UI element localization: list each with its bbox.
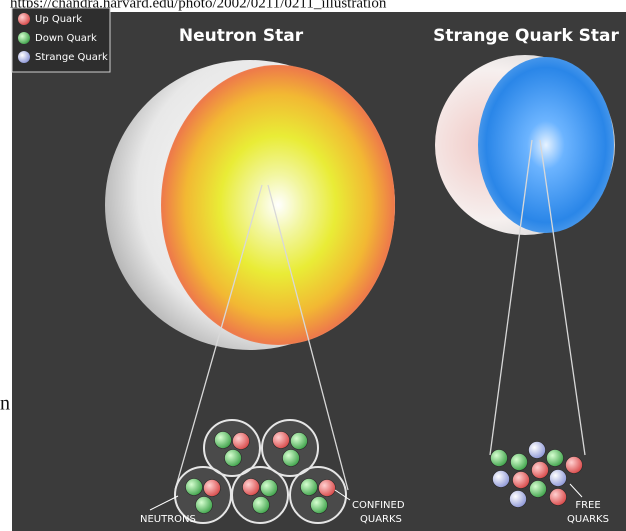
quark (549, 469, 567, 487)
legend-label: Strange Quark (35, 52, 108, 63)
quark (282, 449, 300, 467)
label-neutrons: NEUTRONS (140, 514, 196, 525)
quark (272, 431, 290, 449)
quark (531, 461, 549, 479)
legend-swatch (18, 51, 30, 63)
neutron (231, 466, 289, 524)
source-url: https://chandra.harvard.edu/photo/2002/0… (10, 0, 387, 11)
quark (492, 470, 510, 488)
pointer-lines (149, 483, 583, 511)
panel-title: Strange Quark Star (433, 26, 619, 46)
quark (290, 432, 308, 450)
quark (529, 480, 547, 498)
legend-label: Up Quark (35, 14, 82, 25)
zoom-lines (174, 139, 586, 491)
legend-swatch (18, 32, 30, 44)
label-confined: QUARKS (360, 514, 402, 525)
quark (509, 490, 527, 508)
quark (318, 479, 336, 497)
strange-star-core (478, 57, 614, 233)
quark (490, 449, 508, 467)
neutron (289, 466, 347, 524)
legend-swatch (18, 13, 30, 25)
side-fragment: n (0, 393, 10, 415)
quark (549, 488, 567, 506)
label-confined: CONFINED (352, 500, 405, 511)
quark (512, 471, 530, 489)
quark (214, 431, 232, 449)
quark (232, 432, 250, 450)
quark (242, 478, 260, 496)
quark (565, 456, 583, 474)
quark (203, 479, 221, 497)
quark (310, 496, 328, 514)
label-free: FREE (575, 500, 600, 511)
neutron-star-core (161, 65, 395, 345)
quark (528, 441, 546, 459)
quark (300, 478, 318, 496)
quark (510, 453, 528, 471)
quark (185, 478, 203, 496)
label-free: QUARKS (567, 514, 609, 525)
legend-label: Down Quark (35, 33, 97, 44)
quark-clusters (174, 419, 583, 524)
quark (224, 449, 242, 467)
quark (195, 496, 213, 514)
quark (260, 479, 278, 497)
quark (546, 449, 564, 467)
legend: Up Quark Down Quark Strange Quark (18, 13, 108, 63)
panel-title: Neutron Star (179, 26, 304, 46)
quark (252, 496, 270, 514)
